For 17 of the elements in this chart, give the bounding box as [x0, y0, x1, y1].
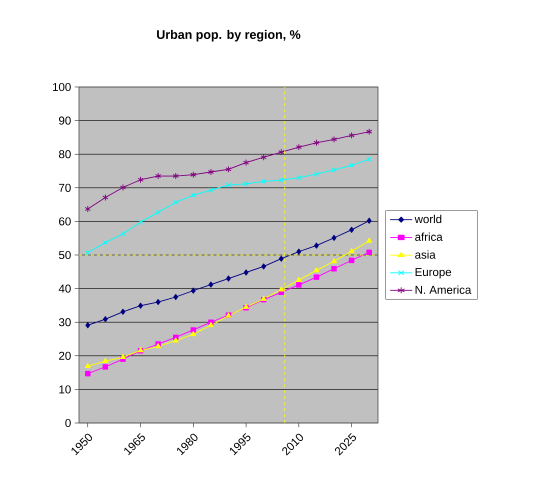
legend-label: N. America	[416, 285, 472, 294]
legend-label: Europe	[416, 268, 452, 278]
y-tick-label: 60	[59, 217, 71, 226]
y-tick-label: 40	[58, 284, 71, 293]
legend-label: asia	[415, 250, 436, 259]
y-tick-label: 10	[59, 385, 71, 394]
legend-label: africa	[415, 232, 443, 241]
y-tick-label: 90	[59, 116, 71, 125]
y-tick-label: 20	[59, 352, 71, 360]
y-tick-label: 30	[58, 318, 71, 326]
chart-title: Urban pop. by region, %	[157, 30, 300, 42]
y-tick-label: 80	[58, 150, 71, 158]
y-tick-label: 100	[52, 82, 71, 92]
y-tick-label: 0	[65, 418, 71, 428]
y-tick-label: 50	[58, 250, 71, 260]
y-tick-label: 70	[59, 184, 71, 192]
legend-label: world	[414, 214, 442, 224]
